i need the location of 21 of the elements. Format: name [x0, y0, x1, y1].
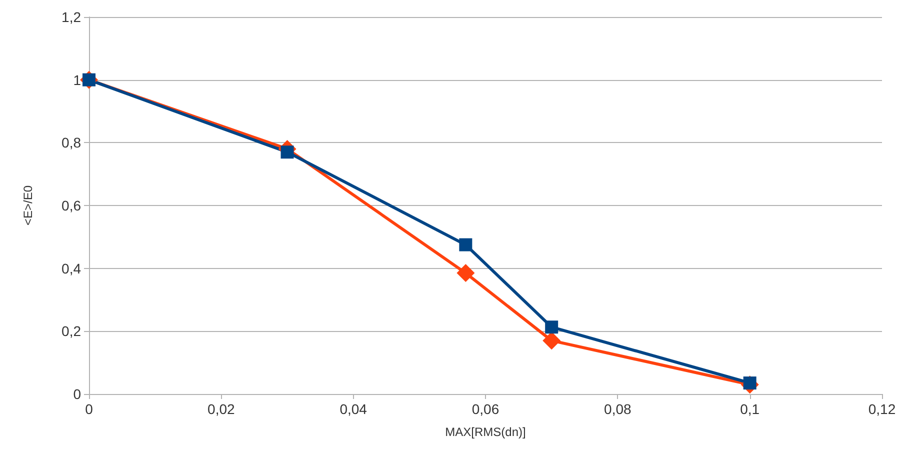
x-tick-label: 0,08	[604, 401, 632, 417]
x-tick-label: 0,1	[740, 401, 760, 417]
y-tick-label: 1	[73, 72, 82, 88]
y-tick-label: 1,2	[62, 9, 82, 25]
point	[280, 146, 294, 159]
y-axis-title: <E>/E0	[21, 185, 35, 226]
point	[459, 238, 472, 252]
y-tick-label: 0,4	[62, 260, 82, 276]
x-tick-label: 0	[85, 401, 94, 417]
point	[545, 320, 558, 334]
y-tick-label: 0	[73, 386, 82, 402]
x-tick-label: 0,12	[868, 401, 896, 417]
y-tick-label: 0,2	[62, 323, 82, 340]
x-axis-title: MAX[RMS(dn)]	[445, 425, 526, 439]
point	[542, 332, 561, 350]
point	[456, 264, 475, 282]
x-tick-label: 0,04	[340, 401, 368, 417]
y-tick-label: 0,6	[62, 198, 82, 214]
x-tick-label: 0,06	[472, 401, 500, 417]
y-tick-label: 0,8	[62, 134, 82, 151]
x-tick-label: 0,02	[208, 401, 236, 417]
